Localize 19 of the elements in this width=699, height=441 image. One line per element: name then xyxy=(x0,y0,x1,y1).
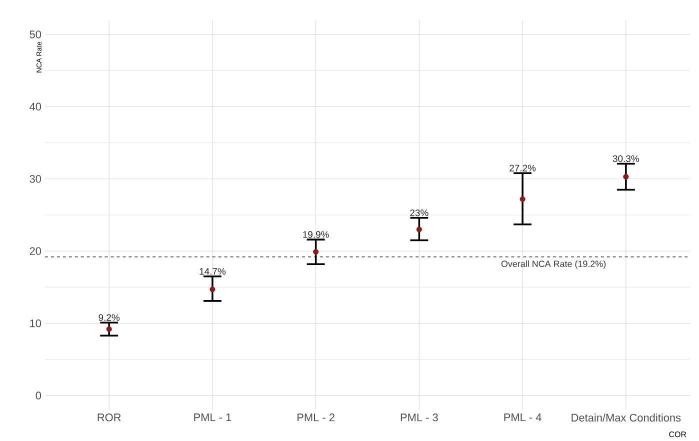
data-label: 30.3% xyxy=(612,155,639,162)
data-label: 23% xyxy=(410,209,428,216)
x-tick-label: PML - 4 xyxy=(504,414,542,422)
x-tick-label: PML - 3 xyxy=(400,414,438,422)
data-label: 19.9% xyxy=(303,231,329,238)
data-label: 9.2% xyxy=(98,314,120,321)
y-tick-label: 10 xyxy=(30,319,42,328)
y-tick-label: 30 xyxy=(30,175,42,183)
x-tick-label: PML - 2 xyxy=(298,414,334,422)
data-label: 27.2% xyxy=(510,164,536,172)
x-tick-label: Detain/Max Conditions xyxy=(572,414,681,422)
x-tick-label: ROR xyxy=(98,414,121,422)
y-tick-label: 40 xyxy=(30,102,42,111)
y-tick-label: 0 xyxy=(36,392,42,400)
y-tick-label: 50 xyxy=(30,30,42,38)
x-tick-label: PML - 1 xyxy=(194,414,232,422)
data-label: 14.7% xyxy=(200,268,226,275)
ref-line-label: Overall NCA Rate (19.2%) xyxy=(501,260,606,269)
y-tick-label: 20 xyxy=(30,247,42,255)
